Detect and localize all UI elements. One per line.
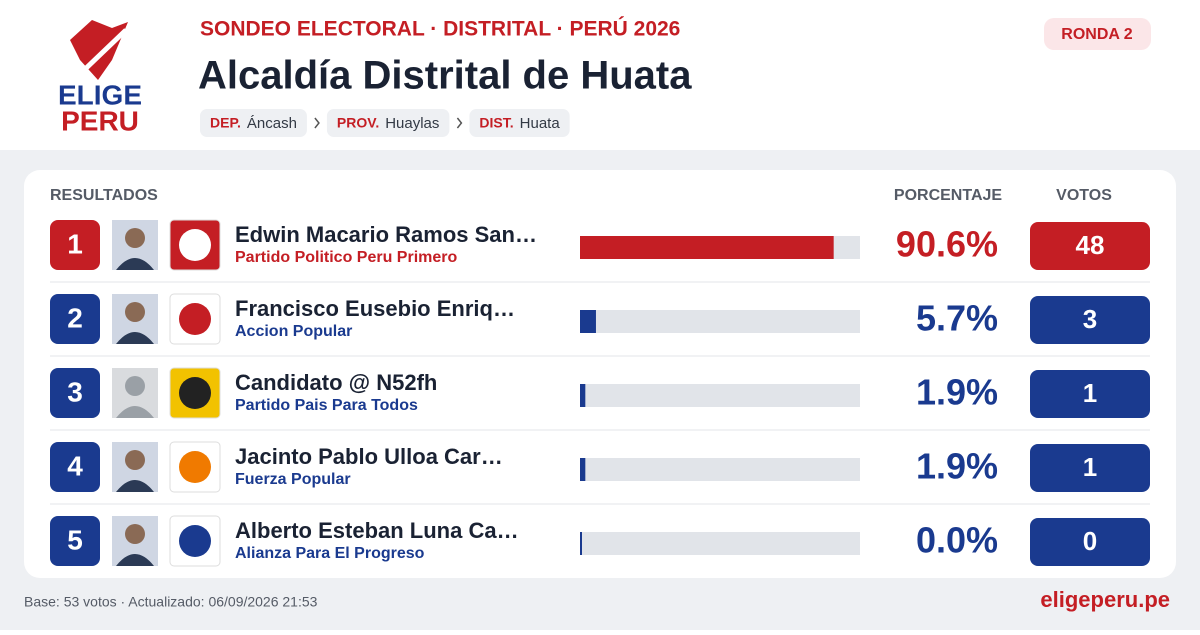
- crumb-label: DEP.: [210, 115, 241, 131]
- party-name: Accion Popular: [235, 323, 352, 340]
- logo-top: ELIGE: [58, 79, 142, 110]
- party-logo-mark: [179, 303, 211, 335]
- party-logo-mark: [179, 451, 211, 483]
- col-header: VOTOS: [1056, 187, 1112, 204]
- percent: 1.9%: [916, 372, 998, 413]
- crumb: DEP. Áncash: [200, 109, 320, 137]
- party-logo-mark: [179, 229, 211, 261]
- candidate-name: Jacinto Pablo Ulloa Car…: [235, 444, 503, 469]
- percent: 90.6%: [896, 224, 998, 265]
- round-badge: [1044, 18, 1151, 50]
- rank-badge: [50, 294, 100, 344]
- page-title: Alcaldía Distrital de Huata: [198, 54, 692, 98]
- photo-head: [125, 302, 145, 322]
- results-card: [24, 170, 1176, 578]
- photo-head: [125, 376, 145, 396]
- col-header: RESULTADOS: [50, 187, 158, 204]
- party-name: Partido Politico Peru Primero: [235, 249, 458, 266]
- rank-badge: [50, 368, 100, 418]
- votes: 0: [1083, 526, 1097, 556]
- logo-check: [64, 28, 128, 76]
- votes-badge: [1030, 296, 1150, 344]
- votes-badge: [1030, 222, 1150, 270]
- bar: [580, 310, 596, 333]
- votes: 1: [1083, 378, 1097, 408]
- col-header: PORCENTAJE: [894, 187, 1002, 204]
- candidate-name: Francisco Eusebio Enriq…: [235, 296, 515, 321]
- percent: 0.0%: [916, 520, 998, 561]
- rank: 3: [67, 376, 83, 407]
- photo-head: [125, 524, 145, 544]
- party-name: Partido Pais Para Todos: [235, 397, 418, 414]
- crumb-value: Huata: [520, 115, 561, 132]
- votes-badge: [1030, 518, 1150, 566]
- crumb-bg: [469, 109, 570, 137]
- breadcrumb: DEP. Áncash PROV. Huaylas DIST. Huata: [200, 109, 570, 137]
- crumb-value: Áncash: [247, 115, 297, 132]
- rank-badge: [50, 516, 100, 566]
- votes-badge: [1030, 370, 1150, 418]
- crumb-sep: [456, 117, 463, 129]
- candidate-name: Alberto Esteban Luna Ca…: [235, 518, 519, 543]
- photo-body: [116, 332, 154, 344]
- rank-badge: [50, 442, 100, 492]
- bar: [580, 384, 586, 407]
- party-name: Fuerza Popular: [235, 471, 351, 488]
- footer-site: eligeperu.pe: [1040, 587, 1170, 612]
- photo-body: [116, 554, 154, 566]
- photo-body: [116, 480, 154, 492]
- candidate-name: Edwin Macario Ramos San…: [235, 222, 537, 247]
- crumb-value: Huaylas: [385, 115, 439, 132]
- crumb-bg: [200, 109, 307, 137]
- logo-mark: [70, 20, 128, 80]
- rank-badge: [50, 220, 100, 270]
- crumb-label: DIST.: [479, 115, 513, 131]
- photo-head: [125, 228, 145, 248]
- crumb: DIST. Huata: [469, 109, 570, 137]
- candidate-name: Candidato @ N52fh: [235, 370, 437, 395]
- votes: 48: [1076, 230, 1105, 260]
- rows: 1 Edwin Macario Ramos San… Partido Politic…: [50, 219, 1150, 567]
- photo-body: [116, 258, 154, 270]
- footer-note: Base: 53 votos · Actualizado: 06/09/2026…: [24, 594, 318, 610]
- percent: 1.9%: [916, 446, 998, 487]
- bar-track: [580, 458, 860, 481]
- bar: [580, 236, 834, 259]
- logo-bottom: PERU: [61, 105, 139, 136]
- votes: 3: [1083, 304, 1097, 334]
- votes-badge: [1030, 444, 1150, 492]
- crumb: PROV. Huaylas: [326, 109, 463, 137]
- crumb-label: PROV.: [337, 115, 379, 131]
- party-name: Alianza Para El Progreso: [235, 545, 425, 562]
- bar-track: [580, 532, 860, 555]
- rank: 4: [67, 450, 83, 481]
- party-logo-mark: [179, 525, 211, 557]
- rank: 1: [67, 228, 83, 259]
- bar: [580, 532, 582, 555]
- rank: 5: [67, 524, 83, 555]
- votes: 1: [1083, 452, 1097, 482]
- bar-track: [580, 310, 860, 333]
- crumb-sep: [314, 117, 320, 129]
- photo-body: [116, 406, 154, 418]
- rank: 2: [67, 302, 83, 333]
- kicker: SONDEO ELECTORAL · DISTRITAL · PERÚ 2026: [200, 17, 680, 41]
- bar-track: [580, 384, 860, 407]
- percent: 5.7%: [916, 298, 998, 339]
- party-logo-mark: [179, 377, 211, 409]
- photo-head: [125, 450, 145, 470]
- crumb-bg: [326, 109, 450, 137]
- round-label: RONDA 2: [1061, 26, 1133, 43]
- bar: [580, 458, 586, 481]
